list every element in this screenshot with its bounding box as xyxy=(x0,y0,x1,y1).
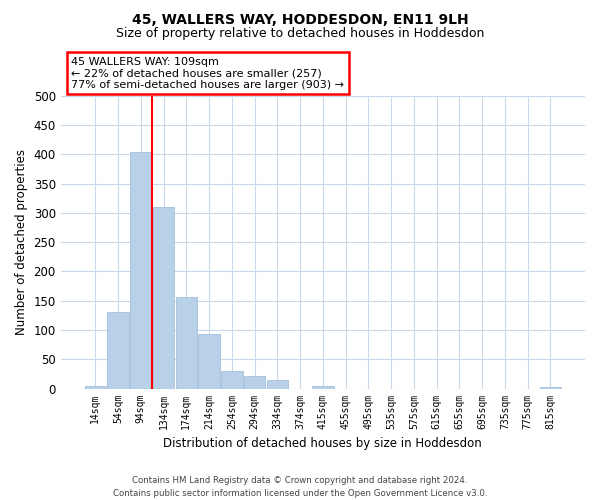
X-axis label: Distribution of detached houses by size in Hoddesdon: Distribution of detached houses by size … xyxy=(163,437,482,450)
Bar xyxy=(107,312,129,388)
Text: Size of property relative to detached houses in Hoddesdon: Size of property relative to detached ho… xyxy=(116,28,484,40)
Bar xyxy=(198,334,220,388)
Bar xyxy=(130,152,152,388)
Bar xyxy=(153,207,175,388)
Bar xyxy=(312,386,334,388)
Bar xyxy=(266,380,288,388)
Text: Contains HM Land Registry data © Crown copyright and database right 2024.
Contai: Contains HM Land Registry data © Crown c… xyxy=(113,476,487,498)
Bar xyxy=(176,296,197,388)
Bar xyxy=(85,386,106,388)
Bar xyxy=(221,371,242,388)
Y-axis label: Number of detached properties: Number of detached properties xyxy=(15,149,28,335)
Text: 45 WALLERS WAY: 109sqm
← 22% of detached houses are smaller (257)
77% of semi-de: 45 WALLERS WAY: 109sqm ← 22% of detached… xyxy=(71,57,344,90)
Bar xyxy=(244,376,265,388)
Text: 45, WALLERS WAY, HODDESDON, EN11 9LH: 45, WALLERS WAY, HODDESDON, EN11 9LH xyxy=(131,12,469,26)
